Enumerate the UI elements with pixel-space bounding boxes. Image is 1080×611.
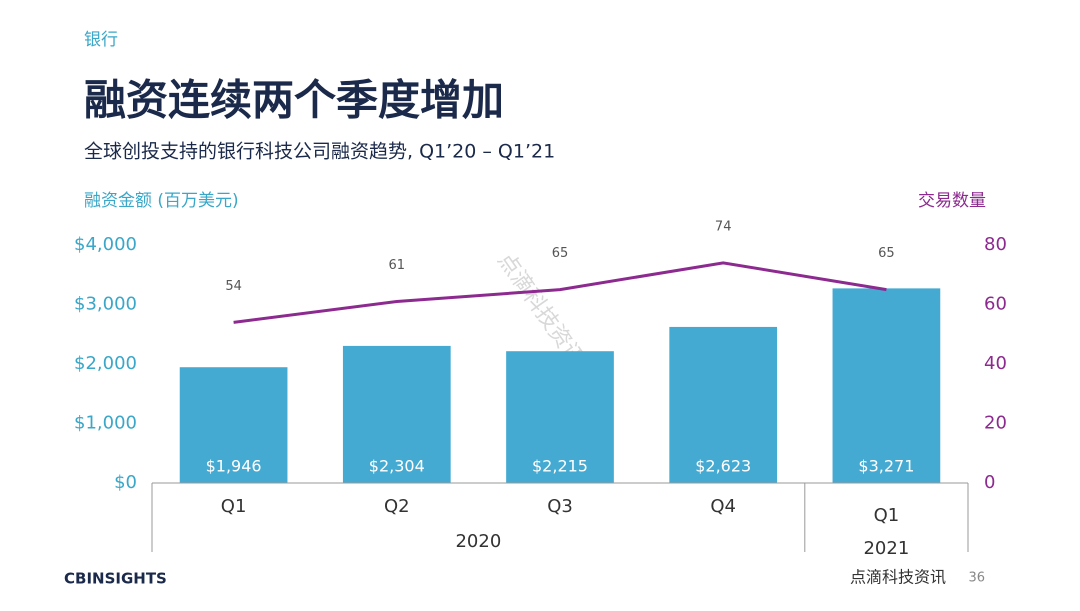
- watermark-footer: 点滴科技资讯: [850, 568, 946, 587]
- y2-tick-label: 40: [984, 353, 1007, 374]
- group-label: 2020: [455, 531, 501, 552]
- y2-tick-label: 0: [984, 472, 995, 493]
- bar: [669, 326, 778, 483]
- y2-axis-label: 交易数量: [918, 191, 986, 211]
- y2-tick-label: 20: [984, 413, 1007, 434]
- plot: $0 $1,000 $2,000 $3,000 $4,000 0 20 40 60 80 $1,94…: [74, 219, 1007, 559]
- y-tick-label: $4,000: [74, 234, 137, 255]
- section-label: 银行: [84, 30, 118, 50]
- y-tick-label: $2,000: [74, 353, 137, 374]
- x-tick-label: Q4: [710, 496, 736, 517]
- bar-value-label: $2,623: [695, 457, 751, 476]
- bar-value-label: $1,946: [206, 457, 262, 476]
- chart-subtitle: 全球创投支持的银行科技公司融资趋势, Q1’20 – Q1’21: [84, 141, 555, 163]
- line-value-label: 65: [878, 246, 895, 261]
- bar: [832, 288, 941, 483]
- bar: [179, 367, 288, 483]
- bar-value-label: $2,215: [532, 457, 588, 476]
- x-tick-label: Q3: [547, 496, 573, 517]
- bar-value-label: $3,271: [858, 457, 914, 476]
- bar-value-label: $2,304: [369, 457, 425, 476]
- y-axis-label: 融资金额 (百万美元): [84, 191, 239, 211]
- bar: [506, 351, 614, 483]
- y2-tick-label: 80: [984, 234, 1007, 255]
- y-tick-label: $0: [114, 472, 137, 493]
- x-tick-label: Q1: [221, 496, 247, 517]
- brand-logo: CBINSIGHTS: [64, 570, 167, 588]
- x-tick-label: Q1: [874, 505, 900, 526]
- chart-title: 融资连续两个季度增加: [84, 76, 504, 125]
- line-value-label: 65: [552, 246, 569, 261]
- bar: [342, 345, 451, 483]
- line-value-label: 61: [389, 258, 406, 273]
- page-number: 36: [968, 571, 985, 586]
- line-value-label: 54: [225, 279, 242, 294]
- y2-tick-label: 60: [984, 294, 1007, 315]
- y-tick-label: $1,000: [74, 413, 137, 434]
- x-tick-label: Q2: [384, 496, 410, 517]
- group-label: 2021: [863, 538, 909, 559]
- y-tick-label: $3,000: [74, 294, 137, 315]
- line-series: [233, 261, 887, 324]
- line-value-label: 74: [715, 219, 732, 234]
